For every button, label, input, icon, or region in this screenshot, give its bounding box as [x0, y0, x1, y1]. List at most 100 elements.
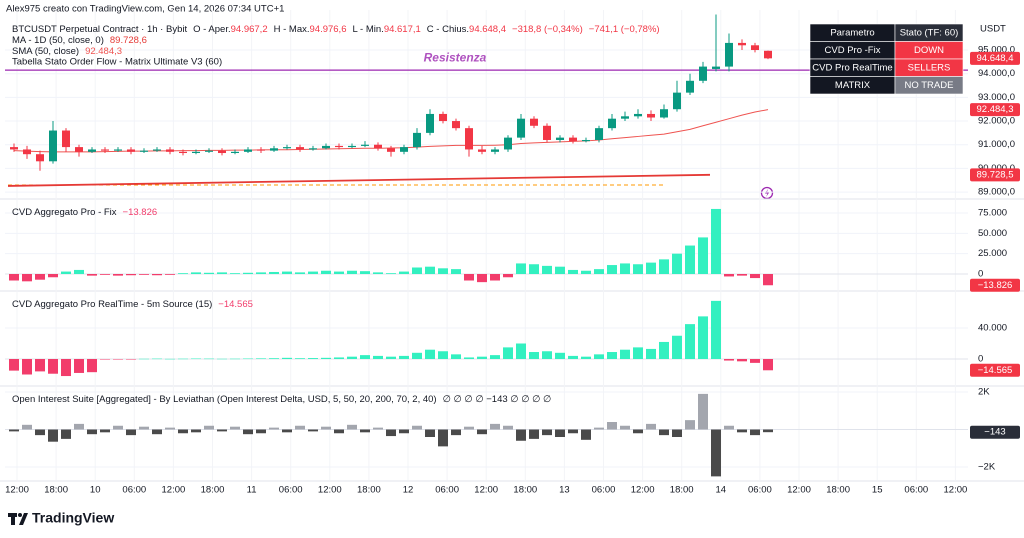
x-tick-label: 12:00: [631, 485, 655, 496]
bar: [178, 358, 188, 360]
bar: [152, 358, 162, 360]
y-tick-label: 0: [978, 269, 983, 280]
candle-body: [309, 148, 317, 150]
bar: [360, 429, 370, 433]
bar: [724, 274, 734, 277]
candle-body: [179, 151, 187, 154]
bar: [100, 429, 110, 433]
candle-body: [764, 50, 772, 59]
bar: [516, 429, 526, 441]
bar: [295, 358, 305, 359]
candle-body: [452, 121, 460, 129]
bar: [724, 358, 734, 361]
bar: [451, 354, 461, 359]
y-tick-label: 94.000,0: [978, 68, 1015, 79]
candle-body: [218, 150, 226, 154]
value-badge: [970, 363, 1020, 377]
value-badge: [970, 51, 1020, 65]
candle-body: [400, 147, 408, 152]
bar: [373, 272, 383, 275]
x-tick-label: 18:00: [357, 485, 381, 496]
bar: [22, 424, 32, 430]
table-text: SELLERS: [908, 62, 951, 73]
bar: [555, 266, 565, 275]
bar: [451, 429, 461, 436]
bar: [646, 348, 656, 359]
candle-body: [75, 147, 83, 152]
table-cell: [894, 76, 964, 95]
bar: [243, 358, 253, 360]
candle-body: [738, 42, 746, 46]
candle-body: [712, 66, 720, 69]
bar: [477, 274, 487, 283]
currency: USDT: [980, 24, 1006, 35]
indicator-name: CVD Aggregato Pro - Fix: [12, 207, 117, 218]
bar: [711, 208, 721, 275]
bar: [425, 429, 435, 438]
bar: [581, 356, 591, 359]
bar: [477, 429, 487, 435]
table-text: CVD Pro -Fix: [825, 45, 881, 56]
y-tick-label: −2K: [978, 462, 996, 473]
bar: [334, 357, 344, 359]
candle-body: [491, 149, 499, 152]
bar: [230, 273, 240, 275]
bar: [87, 429, 97, 435]
bar: [74, 423, 84, 430]
bar: [282, 357, 292, 359]
bar: [542, 265, 552, 275]
x-tick-label: 12: [403, 485, 414, 496]
bar: [516, 263, 526, 275]
pane-title: Open Interest Suite [Aggregated] - By Le…: [12, 394, 551, 405]
candle-body: [322, 145, 330, 149]
ma-readout: 89.728,6: [110, 35, 147, 46]
bar: [464, 274, 474, 281]
bar: [295, 272, 305, 275]
bar: [243, 429, 253, 435]
bar: [74, 269, 84, 275]
indicator-name: Tabella Stato Order Flow - Matrix Ultima…: [12, 57, 222, 68]
readout-value: 94.967,2: [231, 24, 268, 35]
x-tick-label: 13: [559, 485, 570, 496]
candle-body: [660, 109, 668, 118]
x-tick-label: 15: [872, 485, 883, 496]
bar: [139, 274, 149, 275]
bar: [178, 429, 188, 434]
value-badge-label: 94.648,4: [977, 53, 1014, 64]
bar: [568, 429, 578, 434]
logo-icon: [8, 513, 28, 525]
bar: [9, 358, 19, 371]
candle-body: [36, 154, 44, 162]
candle-body: [387, 148, 395, 152]
candle-body: [49, 130, 57, 162]
bar: [87, 358, 97, 373]
bar: [633, 264, 643, 275]
bar: [399, 355, 409, 359]
indicator-name: Open Interest Suite [Aggregated] - By Le…: [12, 394, 437, 405]
bar: [22, 358, 32, 375]
bar: [48, 358, 58, 374]
bar: [74, 358, 84, 373]
x-tick-label: 12:00: [787, 485, 811, 496]
value-badge-label: −13.826: [978, 280, 1013, 291]
bar: [347, 424, 357, 430]
bar: [490, 355, 500, 359]
bar: [204, 272, 214, 275]
bar: [334, 429, 344, 434]
readout: ∅ ∅ ∅ ∅ −143 ∅ ∅ ∅ ∅: [443, 394, 552, 405]
ma-1d-line: [7, 173, 711, 187]
bar: [269, 358, 279, 359]
bar: [9, 429, 19, 432]
bar: [360, 271, 370, 275]
candle-body: [88, 149, 96, 152]
readout-label: L - Min.: [352, 24, 383, 35]
candle-body: [725, 42, 733, 67]
bar: [217, 272, 227, 275]
bar: [204, 358, 214, 360]
candle-body: [413, 132, 421, 148]
legend-line: SMA (50, close) 92.484,3: [12, 46, 122, 57]
candle-body: [608, 118, 616, 129]
bar: [334, 271, 344, 275]
x-tick-label: 18:00: [670, 485, 694, 496]
bar: [672, 335, 682, 359]
